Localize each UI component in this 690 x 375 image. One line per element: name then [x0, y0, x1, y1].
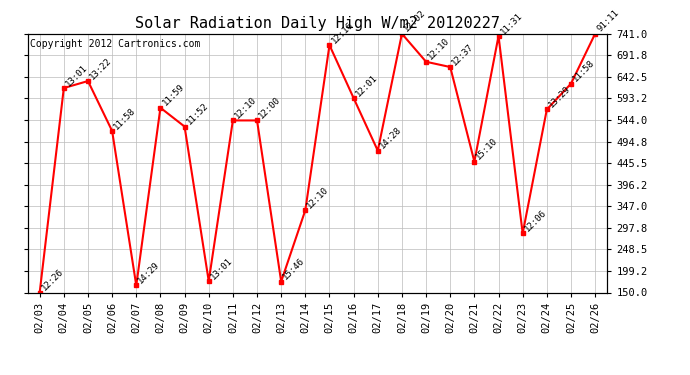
- Text: 11:31: 11:31: [498, 10, 524, 36]
- Text: 12:26: 12:26: [39, 267, 65, 292]
- Text: 12:10: 12:10: [426, 36, 451, 62]
- Title: Solar Radiation Daily High W/m2 20120227: Solar Radiation Daily High W/m2 20120227: [135, 16, 500, 31]
- Text: 14:29: 14:29: [136, 260, 161, 285]
- Text: 15:46: 15:46: [282, 256, 306, 282]
- Text: 12:02: 12:02: [402, 8, 427, 34]
- Text: 12:01: 12:01: [353, 73, 379, 98]
- Text: 14:28: 14:28: [378, 125, 403, 151]
- Text: 11:59: 11:59: [160, 82, 186, 108]
- Text: 11:52: 11:52: [184, 101, 210, 127]
- Text: 11:58: 11:58: [112, 106, 137, 131]
- Text: 12:37: 12:37: [450, 42, 475, 67]
- Text: 12:06: 12:06: [523, 208, 548, 233]
- Text: 12:16: 12:16: [330, 20, 355, 45]
- Text: 13:29: 13:29: [546, 84, 572, 110]
- Text: 15:10: 15:10: [475, 136, 500, 162]
- Text: Copyright 2012 Cartronics.com: Copyright 2012 Cartronics.com: [30, 39, 201, 49]
- Text: 13:01: 13:01: [208, 256, 234, 281]
- Text: 13:01: 13:01: [63, 63, 89, 88]
- Text: 13:22: 13:22: [88, 56, 113, 81]
- Text: 12:10: 12:10: [305, 185, 331, 210]
- Text: 11:58: 11:58: [571, 58, 596, 84]
- Text: 91:11: 91:11: [595, 8, 620, 34]
- Text: 12:00: 12:00: [257, 95, 282, 120]
- Text: 12:10: 12:10: [233, 95, 258, 120]
